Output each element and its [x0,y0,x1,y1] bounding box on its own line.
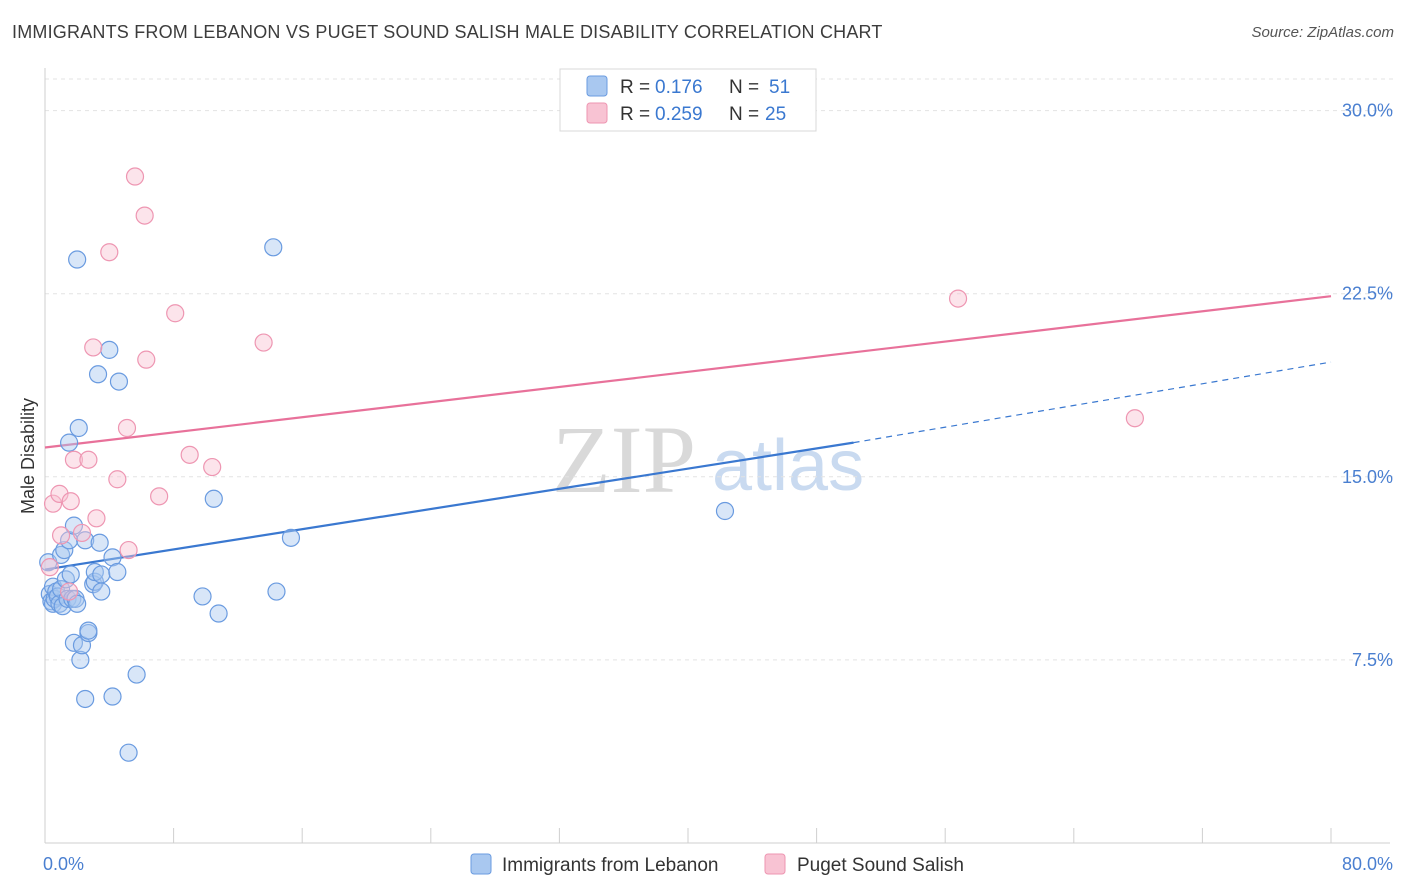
data-point [715,501,735,521]
trendline [44,441,854,571]
data-point [254,333,273,352]
data-point [90,533,109,552]
data-point [127,665,146,684]
data-point [61,565,80,584]
bottom-legend: Immigrants from Lebanon Puget Sound Sali… [470,853,964,876]
data-point [84,338,103,357]
bottom-legend-label-1: Immigrants from Lebanon [502,855,719,876]
watermark-zip: ZIP [552,406,696,513]
data-point [85,572,104,591]
data-point [100,243,119,262]
trendline-extension [853,361,1332,444]
data-point [137,350,156,369]
x-tick-label: 0.0% [43,854,84,874]
data-point [180,445,199,464]
data-point [119,540,138,560]
tick-labels: 7.5% 15.0% 22.5% 30.0% 0.0% 80.0% [43,101,1393,874]
data-point [150,487,169,506]
watermark-atlas: atlas [712,426,864,506]
data-point [193,587,212,606]
data-point [92,565,111,584]
data-point [117,418,137,438]
bottom-legend-swatch-blue [470,853,492,875]
bottom-legend-swatch-pink [764,853,786,875]
legend-n-label-1: N = [729,77,759,98]
x-tick-label: 80.0% [1342,854,1393,874]
data-point [76,689,95,709]
data-point [60,582,79,601]
data-point [68,250,87,269]
data-point [1125,409,1144,428]
data-point [119,743,138,762]
trendlines [44,295,1332,571]
legend-r-label-1: R = [620,77,650,98]
data-point [71,650,90,670]
data-point [108,562,127,582]
data-point [109,372,129,391]
legend: R = 0.176 N = 51 R = 0.259 N = 25 [559,68,817,132]
data-point [60,433,79,452]
legend-n-value-2: 25 [765,104,786,125]
legend-swatch-pink [586,102,608,124]
data-point [61,492,80,511]
data-point [100,340,119,359]
legend-r-value-2: 0.259 [655,104,703,125]
chart-title: IMMIGRANTS FROM LEBANON VS PUGET SOUND S… [12,22,883,42]
data-point [40,558,59,577]
data-point [69,418,88,438]
trendline [44,295,1332,449]
data-point [79,621,98,640]
y-tick-label: 22.5% [1342,284,1393,304]
data-point [103,687,122,706]
y-tick-label: 7.5% [1352,650,1393,670]
data-point [948,289,968,308]
data-point [281,528,301,547]
axes [44,68,1390,844]
data-point [50,484,69,503]
data-point [204,489,223,508]
source-label: Source: ZipAtlas.com [1251,24,1394,41]
data-point [88,365,108,384]
data-point [135,206,154,225]
bottom-legend-label-2: Puget Sound Salish [797,855,964,876]
data-point [108,470,127,489]
y-tick-label: 30.0% [1342,101,1393,121]
data-point [92,582,111,601]
legend-swatch-blue [586,75,608,97]
legend-r-label-2: R = [620,104,650,125]
data-point [264,238,283,257]
data-point [267,582,286,601]
data-point [51,526,71,545]
data-point [64,450,84,469]
data-point [203,457,222,477]
data-point [87,509,106,528]
data-points [39,167,1144,762]
data-point [125,167,145,186]
data-point [79,450,98,469]
y-axis-title: Male Disability [18,398,38,514]
legend-r-value-1: 0.176 [655,77,703,98]
data-point [55,540,74,560]
data-point [51,545,71,565]
data-point [166,304,185,323]
legend-n-label-2: N = [729,104,759,125]
legend-n-value-1: 51 [769,77,790,98]
data-point [209,604,228,623]
data-point [72,523,92,543]
grid-lines [45,78,1396,661]
y-tick-label: 15.0% [1342,467,1393,487]
data-point [103,548,122,567]
data-point [43,494,63,513]
